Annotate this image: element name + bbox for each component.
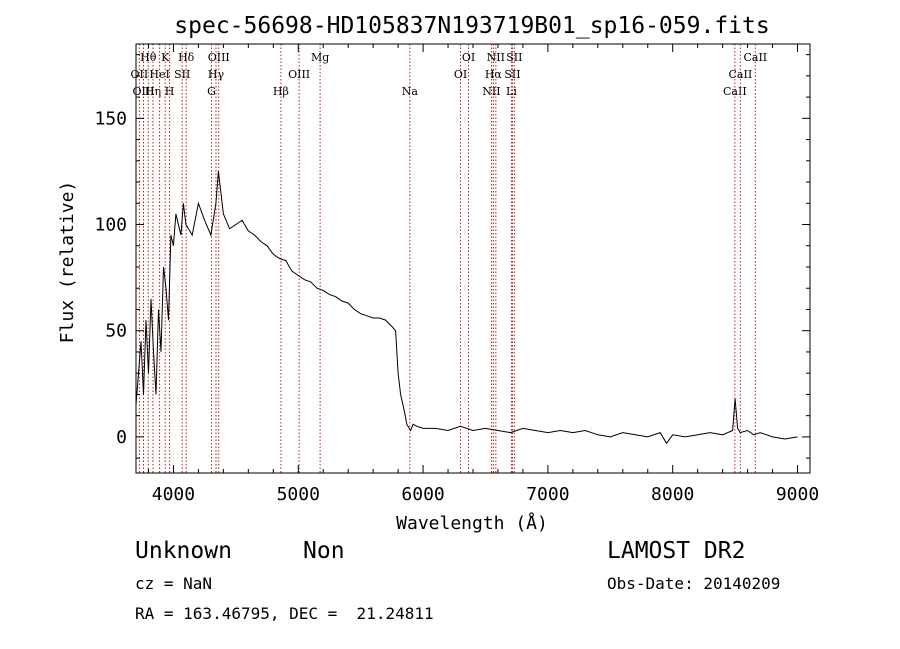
line-marker-label: OII: [131, 68, 149, 81]
line-marker-label: SII: [174, 68, 190, 81]
line-marker-label: H: [165, 85, 175, 98]
obs-date-label: Obs-Date: 20140209: [607, 574, 781, 593]
line-marker-label: OI: [462, 51, 475, 64]
y-tick-label: 100: [94, 215, 127, 236]
line-marker-label: OIII: [208, 51, 230, 64]
line-marker-label: Hθ: [140, 51, 157, 64]
x-tick-label: 6000: [401, 484, 444, 505]
y-tick-label: 0: [116, 427, 127, 448]
line-marker-label: Na: [402, 85, 419, 98]
x-tick-label: 8000: [651, 484, 694, 505]
line-marker-label: OI: [454, 68, 467, 81]
y-tick-label: 150: [94, 108, 127, 129]
survey-label: LAMOST DR2: [607, 538, 746, 564]
x-axis: 4000 5000 6000 7000 8000 9000: [147, 44, 819, 505]
line-marker-label: Hδ: [178, 51, 195, 64]
line-marker-label: Hα: [485, 68, 503, 81]
line-marker-label: CaII: [723, 85, 747, 98]
subclass-label: Non: [303, 538, 345, 564]
line-marker-label: OIII: [132, 85, 154, 98]
line-marker-label: Hβ: [273, 85, 289, 98]
line-marker-label: Hγ: [208, 68, 225, 81]
line-marker-label: OIII: [288, 68, 310, 81]
redshift-label: cz = NaN: [135, 574, 213, 593]
chart-title: spec-56698-HD105837N193719B01_sp16-059.f…: [174, 13, 769, 39]
line-marker-label: CaII: [729, 68, 753, 81]
x-axis-label: Wavelength (Å): [396, 512, 548, 534]
line-marker-label: SII: [506, 51, 522, 64]
line-marker-label: G: [207, 85, 216, 98]
line-marker-label: SII: [504, 68, 520, 81]
class-label: Unknown: [135, 538, 232, 564]
spectrum-series: [135, 171, 798, 445]
spectral-line-markers: HθOIIOIIIHηHeIKHSIIHδGHγOIIIHβOIIIMgNaOI…: [131, 44, 767, 473]
line-marker-label: CaII: [743, 51, 767, 64]
x-tick-label: 9000: [776, 484, 819, 505]
line-marker-label: NII: [487, 51, 505, 64]
x-tick-label: 5000: [277, 484, 320, 505]
x-tick-label: 4000: [152, 484, 195, 505]
line-marker-label: HeI: [149, 68, 169, 81]
coordinates-label: RA = 163.46795, DEC = 21.24811: [135, 604, 434, 623]
line-marker-label: NII: [482, 85, 500, 98]
line-marker-label: K: [161, 51, 170, 64]
x-tick-label: 7000: [526, 484, 569, 505]
spectrum-line: [135, 171, 798, 445]
plot-frame: [135, 43, 811, 474]
line-marker-label: Hη: [145, 85, 161, 98]
line-marker-label: Li: [506, 85, 517, 98]
y-tick-label: 50: [105, 321, 127, 342]
line-marker-label: Mg: [311, 51, 329, 64]
y-axis: 0 50 100 150: [94, 54, 810, 459]
y-axis-label: Flux (relative): [57, 181, 78, 344]
